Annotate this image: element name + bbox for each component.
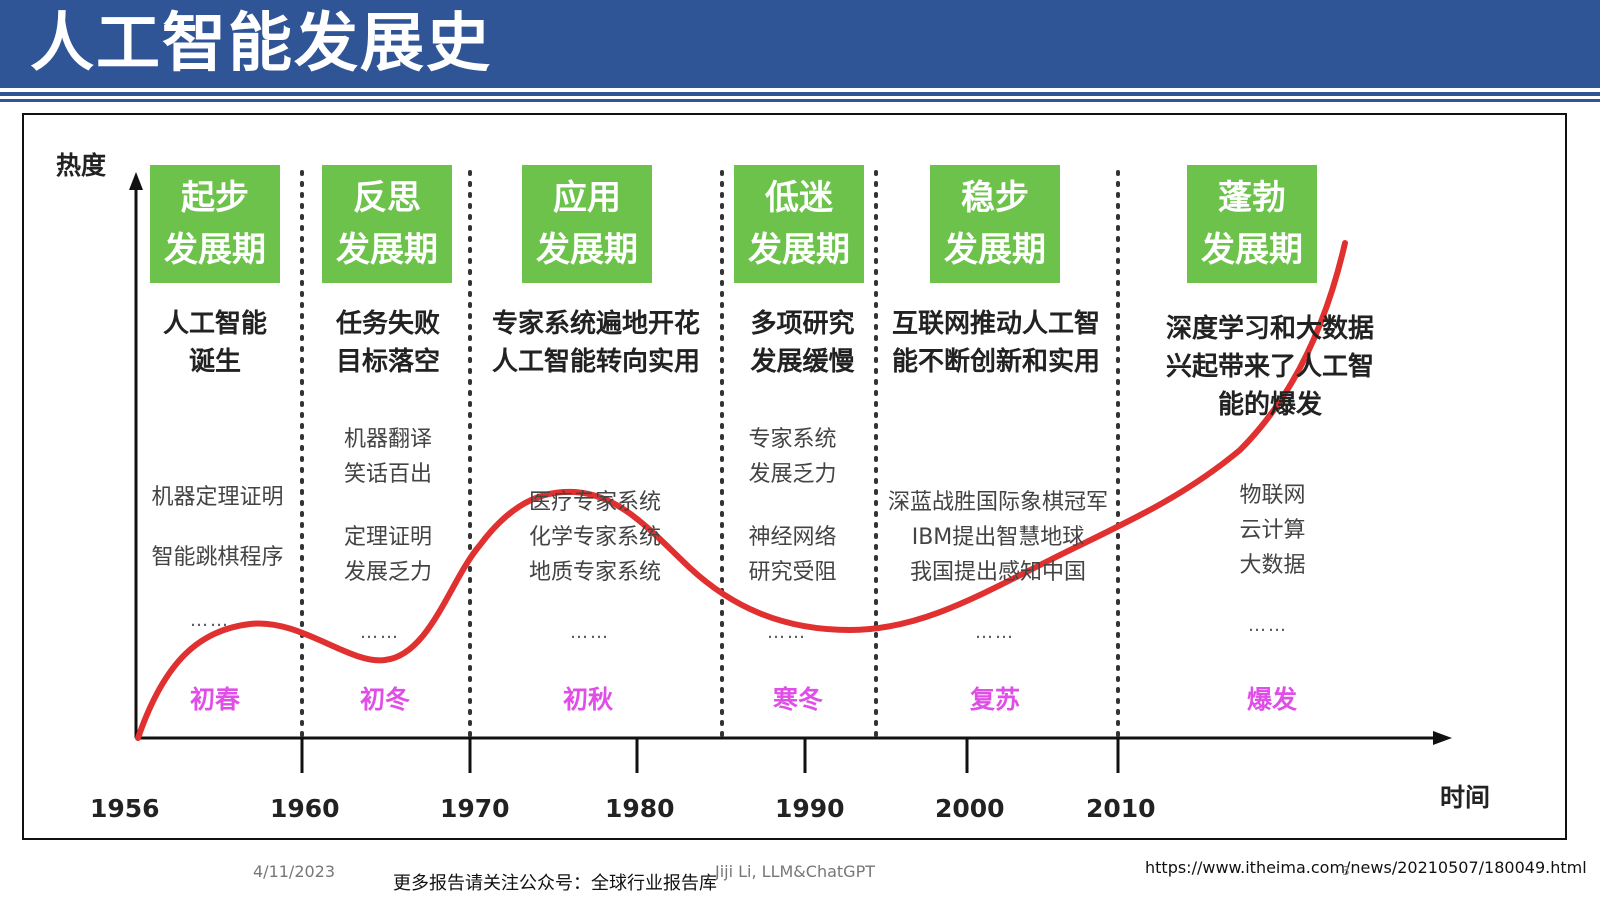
header-divider-secondary — [0, 99, 1600, 102]
diagram-frame — [22, 113, 1567, 840]
year-label: 2010 — [1086, 794, 1156, 823]
phase-events: 医疗专家系统 化学专家系统 地质专家系统 — [515, 485, 675, 590]
phase-events: 专家系统 发展乏力 神经网络 研究受阻 — [730, 422, 855, 590]
page-title: 人工智能发展史 — [30, 7, 492, 81]
event-item: 发展乏力 — [748, 462, 837, 487]
phase-events: 物联网 云计算 大数据 — [1215, 478, 1330, 583]
year-label: 1960 — [270, 794, 340, 823]
x-axis-label: 时间 — [1440, 783, 1491, 812]
event-item: 医疗专家系统 — [528, 490, 661, 515]
phase-box-line1: 应用 — [553, 178, 621, 218]
event-item: 深蓝战胜国际象棋冠军 — [887, 490, 1108, 515]
event-item: 研究受阻 — [748, 560, 837, 585]
phase-box-downturn: 低迷 发展期 — [734, 165, 864, 283]
event-item: 机器翻译 — [343, 427, 432, 452]
footer-notice: 更多报告请关注公众号：全球行业报告库 — [393, 873, 717, 894]
phase-box-line1: 蓬勃 — [1218, 178, 1286, 218]
season-label: 寒冬 — [772, 685, 823, 714]
phase-desc-line: 人工智能 — [162, 309, 267, 339]
season-label: 复苏 — [969, 685, 1020, 714]
ellipsis: …… — [767, 622, 807, 643]
phase-desc-line: 深度学习和大数据 — [1165, 314, 1374, 344]
ellipsis: …… — [975, 622, 1015, 643]
event-item: 物联网 — [1239, 483, 1306, 508]
phase-box-line1: 起步 — [181, 178, 249, 218]
event-item: 专家系统 — [748, 427, 837, 452]
phase-desc-line: 兴起带来了人工智 — [1165, 352, 1374, 382]
phase-desc-line: 专家系统遍地开花 — [491, 309, 700, 339]
header-bar: 人工智能发展史 — [0, 0, 1600, 88]
footer-date: 4/11/2023 — [253, 862, 336, 881]
phase-box-line2: 发展期 — [748, 230, 850, 270]
event-item: IBM提出智慧地球 — [911, 525, 1085, 550]
year-label: 1956 — [90, 794, 160, 823]
phase-box-line2: 发展期 — [944, 230, 1046, 270]
season-label: 初冬 — [359, 685, 410, 714]
phase-desc-line: 多项研究 — [750, 309, 855, 339]
event-item: 机器定理证明 — [151, 485, 284, 510]
phase-desc-line: 发展缓慢 — [750, 347, 855, 377]
ellipsis: …… — [570, 622, 610, 643]
phase-box-application: 应用 发展期 — [522, 165, 652, 283]
x-axis-arrow — [1433, 731, 1452, 745]
phase-desc: 深度学习和大数据 兴起带来了人工智 能的爆发 — [1150, 310, 1390, 424]
season-label: 初秋 — [562, 685, 613, 714]
phase-box-line1: 反思 — [353, 178, 421, 218]
heat-curve — [135, 240, 1348, 741]
event-item: 大数据 — [1239, 553, 1306, 578]
phase-box-line1: 低迷 — [765, 178, 833, 218]
footer-author: Jiji Li, LLM&ChatGPT — [715, 862, 875, 881]
phase-events: 机器翻译 笑话百出 定理证明 发展乏力 — [318, 422, 458, 590]
ellipsis: …… — [1248, 615, 1288, 636]
phase-desc: 多项研究 发展缓慢 — [735, 305, 870, 381]
event-item: 笑话百出 — [343, 462, 432, 487]
phase-desc-line: 互联网推动人工智 — [891, 309, 1100, 339]
ellipsis: …… — [190, 610, 230, 631]
phase-desc: 互联网推动人工智 能不断创新和实用 — [880, 305, 1112, 381]
ellipsis: …… — [360, 622, 400, 643]
page-number: 3 — [1342, 864, 1350, 878]
phase-desc: 专家系统遍地开花 人工智能转向实用 — [476, 305, 716, 381]
phase-box-line2: 发展期 — [164, 230, 266, 270]
event-item: 云计算 — [1239, 518, 1306, 543]
phase-box-line2: 发展期 — [536, 230, 638, 270]
y-axis-arrow — [129, 172, 143, 190]
header-divider — [0, 92, 1600, 96]
phase-box-line1: 稳步 — [961, 178, 1029, 218]
phase-desc: 任务失败 目标落空 — [318, 305, 458, 381]
event-item: 化学专家系统 — [528, 525, 661, 550]
event-item: 地质专家系统 — [528, 560, 661, 585]
phase-desc: 人工智能 诞生 — [150, 305, 280, 381]
phase-box-line2: 发展期 — [336, 230, 438, 270]
phase-desc-line: 人工智能转向实用 — [491, 347, 700, 377]
phase-desc-line: 能的爆发 — [1217, 390, 1322, 420]
event-item: 智能跳棋程序 — [151, 545, 284, 570]
event-item: 我国提出感知中国 — [909, 560, 1086, 585]
year-label: 2000 — [935, 794, 1005, 823]
year-label: 1970 — [440, 794, 510, 823]
season-label: 初春 — [189, 685, 240, 714]
phase-events: 深蓝战胜国际象棋冠军 IBM提出智慧地球 我国提出感知中国 — [873, 485, 1123, 590]
event-item: 神经网络 — [748, 525, 837, 550]
phase-box-steady: 稳步 发展期 — [930, 165, 1060, 283]
phase-desc-line: 任务失败 — [335, 309, 440, 339]
season-label: 爆发 — [1246, 685, 1297, 714]
year-label: 1990 — [775, 794, 845, 823]
y-axis-label: 热度 — [56, 151, 107, 180]
event-item: 发展乏力 — [343, 560, 432, 585]
phase-box-line2: 发展期 — [1201, 230, 1303, 270]
phase-box-boom: 蓬勃 发展期 — [1187, 165, 1317, 283]
source-url: https://www.itheima.com/news/20210507/18… — [1145, 858, 1587, 877]
phase-box-reflection: 反思 发展期 — [322, 165, 452, 283]
phase-desc-line: 目标落空 — [335, 347, 440, 377]
year-label: 1980 — [605, 794, 675, 823]
phase-desc-line: 诞生 — [188, 347, 241, 377]
phase-desc-line: 能不断创新和实用 — [891, 347, 1100, 377]
event-item: 定理证明 — [343, 525, 432, 550]
phase-events: 机器定理证明 智能跳棋程序 — [140, 480, 295, 575]
phase-box-startup: 起步 发展期 — [150, 165, 280, 283]
